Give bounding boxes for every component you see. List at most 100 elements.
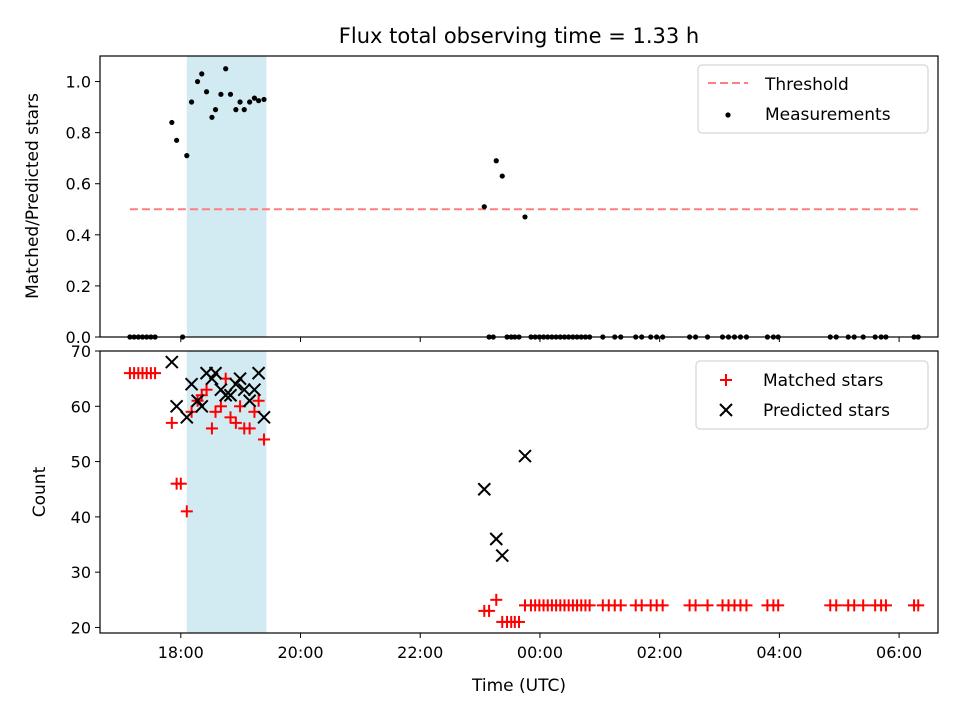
counts-legend: Matched stars Predicted stars (695, 360, 929, 430)
y-tick-label: 70 (71, 342, 91, 361)
measurement-point (256, 98, 262, 104)
measurement-point (209, 114, 215, 120)
x-tick-label: 06:00 (876, 643, 922, 662)
matched-point (200, 383, 213, 396)
counts-panel-frame (99, 350, 939, 634)
matched-point (214, 400, 227, 413)
ratio-panel: 0.0 0.2 0.4 0.6 0.8 1.0 Matched/Predicted sta… (23, 55, 939, 347)
measurement-point (174, 137, 180, 143)
legend-predicted-swatch (719, 403, 733, 417)
x-axis-label: Time (UTC) (471, 676, 566, 696)
y-tick-label: 60 (71, 397, 91, 416)
x-tick-label: 00:00 (517, 643, 563, 662)
measurement-point (251, 95, 258, 101)
matched-point (490, 593, 503, 606)
matched-point (243, 422, 256, 435)
x-tick-label: 02:00 (637, 643, 683, 662)
y-tick-label: 40 (71, 508, 91, 527)
predicted-point (477, 482, 491, 496)
counts-y-axis-label: Count (30, 466, 50, 517)
measurement-point (493, 158, 499, 164)
matched-point (165, 416, 178, 429)
matched-point (224, 411, 237, 424)
measurement-point (169, 119, 175, 126)
ratio-y-axis-label: Matched/Predicted stars (23, 93, 43, 299)
x-tick-label: 04:00 (756, 643, 802, 662)
measurement-point (522, 214, 528, 220)
matched-point (483, 604, 496, 617)
counts-legend-box (695, 360, 929, 430)
x-tick-label: 22:00 (397, 643, 443, 662)
measurement-point (233, 107, 239, 113)
predicted-point (237, 382, 251, 397)
predicted-point (180, 410, 194, 425)
predicted-point (247, 382, 262, 397)
predicted-point (195, 399, 209, 414)
matched-point (209, 405, 222, 418)
predicted-point (251, 366, 266, 380)
predicted-point (165, 355, 179, 369)
measurement-point (261, 96, 267, 103)
y-tick-label: 30 (71, 563, 91, 582)
predicted-point (233, 371, 247, 386)
chart-title: Flux total observing time = 1.33 h (339, 24, 699, 48)
measurement-point (499, 173, 505, 179)
y-tick-label: 0.0 (66, 328, 91, 347)
ratio-legend-box (697, 64, 929, 134)
measurement-point (184, 153, 190, 159)
x-tick-label: 20:00 (277, 643, 323, 662)
y-tick-label: 0.2 (66, 277, 91, 296)
legend-threshold-label: Threshold (764, 75, 849, 95)
legend-predicted-label: Predicted stars (763, 401, 890, 421)
matched-point (879, 599, 892, 612)
matched-point (205, 422, 218, 435)
matched-point (912, 599, 925, 612)
matched-point (689, 599, 702, 612)
y-tick-label: 0.4 (66, 226, 91, 245)
matched-point (252, 394, 265, 407)
predicted-point (208, 366, 223, 380)
matched-point (830, 599, 843, 612)
legend-matched-swatch (720, 374, 732, 386)
y-tick-label: 0.8 (66, 124, 91, 143)
measurement-point (212, 107, 219, 113)
measurement-point (227, 91, 234, 97)
predicted-point (169, 399, 184, 414)
predicted-point (518, 449, 532, 463)
measurement-point (199, 71, 205, 77)
matched-point (772, 599, 785, 612)
measurement-point (188, 99, 195, 105)
predicted-point (242, 394, 257, 408)
predicted-point (489, 532, 503, 546)
highlight-span (186, 56, 267, 337)
y-tick-label: 50 (71, 453, 91, 472)
matched-point (857, 599, 870, 612)
matched-point (656, 599, 669, 612)
predicted-point (257, 410, 271, 425)
y-tick-label: 1.0 (66, 73, 91, 92)
matched-point (614, 599, 627, 612)
counts-panel: 20 30 40 50 60 70 18:00 20:00 22:00 00:00 02:00 04… (30, 342, 939, 696)
measurement-point (223, 66, 229, 72)
matched-point (583, 599, 596, 612)
y-tick-label: 20 (71, 618, 91, 637)
matched-point (174, 477, 187, 490)
predicted-point (223, 388, 238, 402)
measurement-point (481, 204, 487, 210)
measurement-point (237, 99, 243, 105)
measurement-point (247, 99, 253, 105)
matched-point (513, 615, 525, 628)
x-tick-label: 18:00 (158, 643, 204, 662)
matched-point (740, 599, 753, 612)
matched-point (701, 599, 714, 612)
y-tick-label: 0.6 (66, 175, 91, 194)
legend-measurements-swatch (725, 112, 731, 118)
legend-measurements-label: Measurements (765, 105, 891, 125)
matched-point (149, 367, 162, 380)
measurement-point (241, 107, 247, 113)
legend-matched-label: Matched stars (763, 371, 883, 391)
matched-point (258, 433, 271, 446)
ratio-legend: Threshold Measurements (697, 64, 929, 134)
ratio-panel-frame (99, 55, 939, 338)
